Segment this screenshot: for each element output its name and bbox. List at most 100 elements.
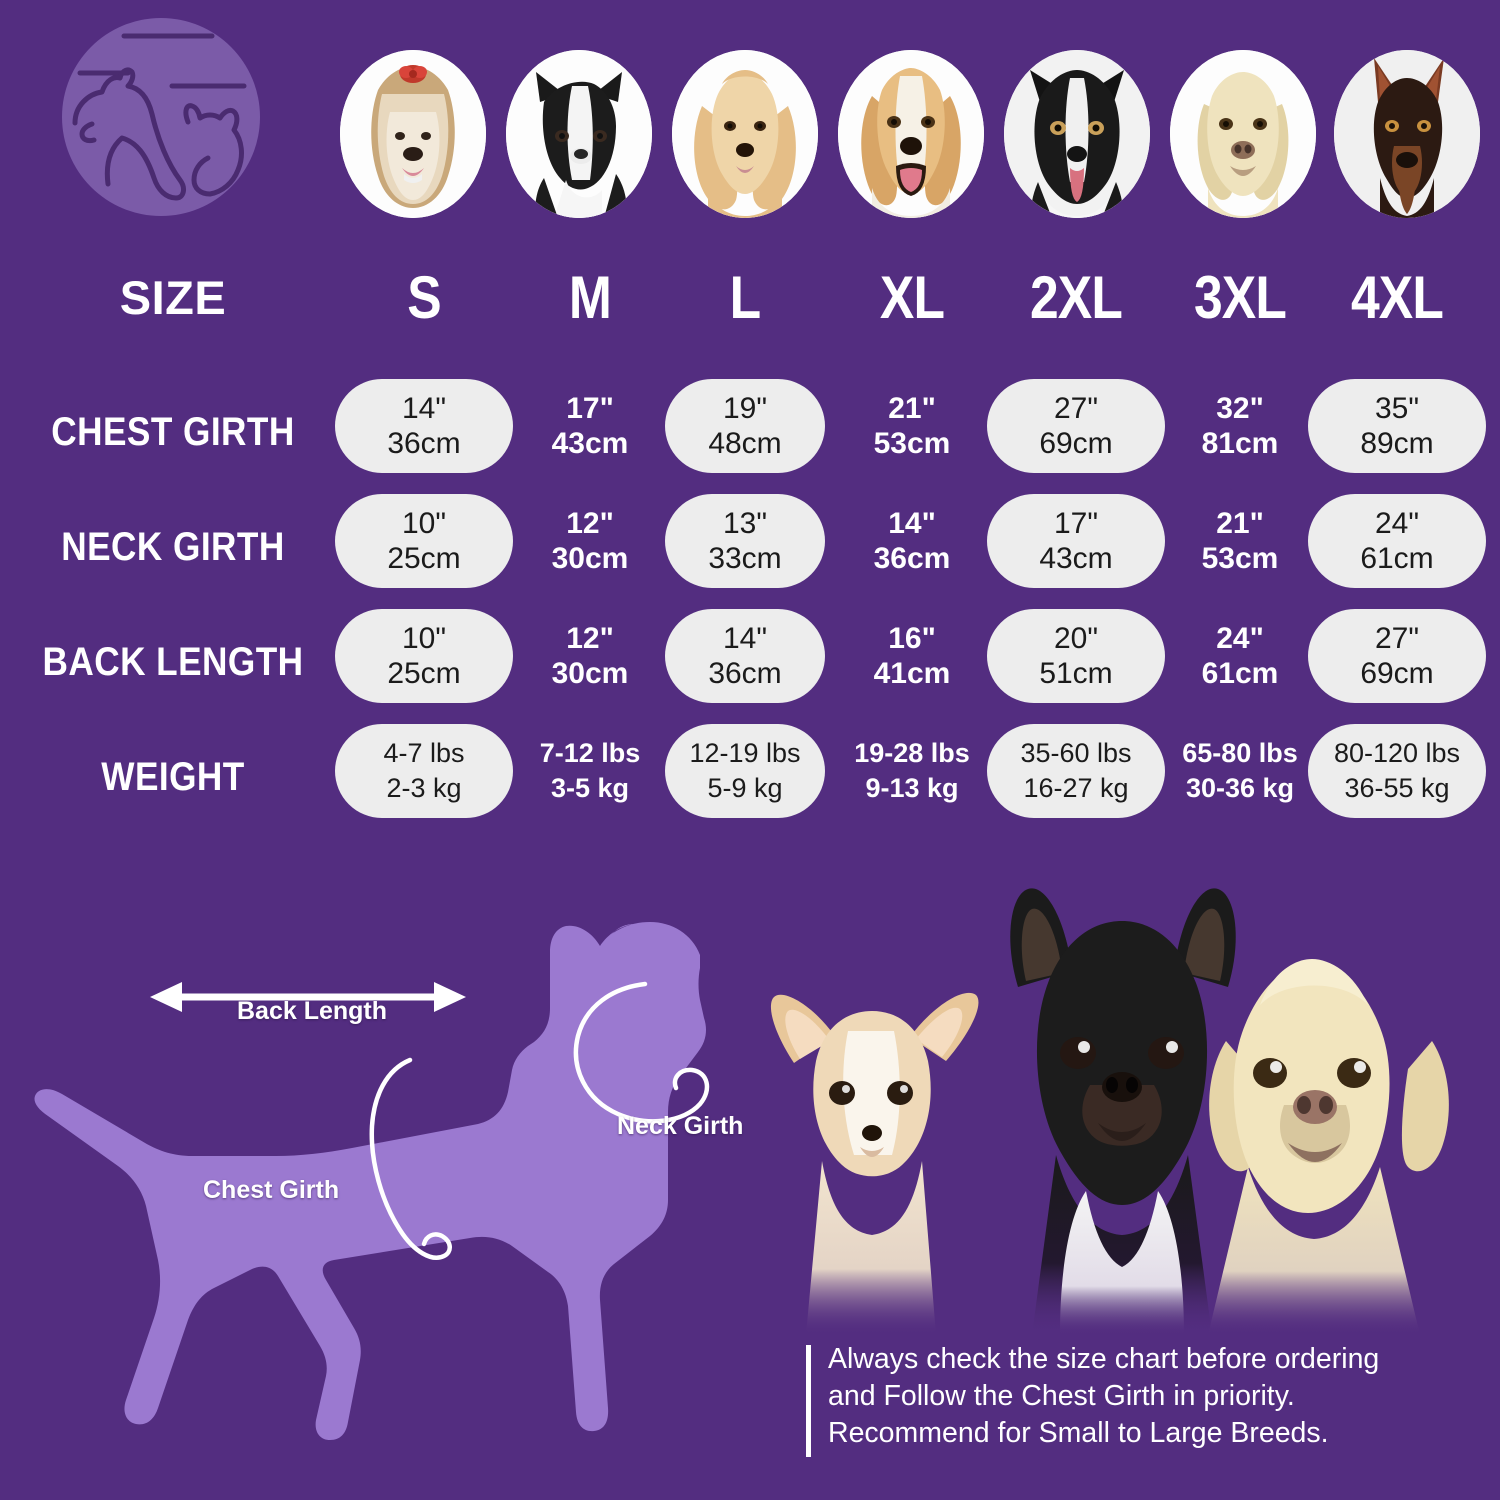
cell-value-inches: 21": [888, 392, 936, 425]
size-column-header-4xl: 4XL: [1350, 264, 1444, 331]
cell-value-inches: 19": [722, 392, 768, 425]
size-column-header-m: M: [568, 264, 612, 331]
cell-value-cm: 30cm: [551, 542, 629, 575]
cell-value-inches: 14": [401, 392, 447, 425]
table-corner-label: SIZE: [119, 271, 227, 324]
cell-xl-chest-girth: 21" 53cm: [837, 379, 987, 473]
size-column-header-3xl: 3XL: [1193, 264, 1287, 331]
cell-value-inches: 32": [1216, 392, 1264, 425]
cell-2xl-neck-girth: 17" 43cm: [987, 494, 1165, 588]
cell-xl-neck-girth: 14" 36cm: [837, 494, 987, 588]
row-label-neck-girth: NECK GIRTH: [61, 525, 285, 569]
cell-value-inches: 80-120 lbs: [1333, 738, 1461, 768]
cell-s-chest-girth: 14" 36cm: [335, 379, 513, 473]
cell-value-cm: 81cm: [1201, 427, 1279, 460]
cell-value-inches: 17": [1053, 507, 1099, 540]
note-line-2: and Follow the Chest Girth in priority.: [828, 1380, 1295, 1412]
cell-4xl-weight: 80-120 lbs 36-55 kg: [1308, 724, 1486, 818]
cell-value-cm: 3-5 kg: [550, 773, 630, 803]
cell-value-inches: 35": [1374, 392, 1420, 425]
cell-value-inches: 65-80 lbs: [1182, 738, 1298, 768]
cell-value-inches: 27": [1374, 622, 1420, 655]
size-column-header-l: L: [729, 264, 762, 331]
cell-value-inches: 4-7 lbs: [383, 738, 465, 768]
cell-value-inches: 35-60 lbs: [1020, 738, 1132, 768]
cell-xl-weight: 19-28 lbs 9-13 kg: [837, 724, 987, 818]
row-label-weight: WEIGHT: [101, 755, 245, 799]
cell-value-inches: 12": [566, 622, 614, 655]
cell-value-inches: 27": [1053, 392, 1099, 425]
cell-value-inches: 14": [722, 622, 768, 655]
cell-xl-back-length: 16" 41cm: [837, 609, 987, 703]
cell-value-inches: 24": [1374, 507, 1420, 540]
breed-photo-boston-terrier: [506, 50, 652, 218]
cell-value-cm: 61cm: [1201, 657, 1279, 690]
cell-value-cm: 9-13 kg: [865, 773, 959, 803]
cell-value-inches: 20": [1053, 622, 1099, 655]
header-banner: [0, 0, 1500, 240]
cell-2xl-back-length: 20" 51cm: [987, 609, 1165, 703]
photo-labrador-retriever: [1208, 959, 1449, 1335]
size-column-header-s: S: [407, 264, 441, 331]
cell-value-cm: 48cm: [708, 427, 782, 460]
photo-chihuahua: [770, 992, 979, 1335]
cell-3xl-chest-girth: 32" 81cm: [1165, 379, 1315, 473]
cell-value-cm: 61cm: [1360, 542, 1434, 575]
cell-value-inches: 10": [401, 507, 447, 540]
cell-value-cm: 36-55 kg: [1344, 773, 1450, 803]
cell-value-cm: 25cm: [387, 657, 461, 690]
cell-value-cm: 36cm: [387, 427, 461, 460]
note-line-1: Always check the size chart before order…: [828, 1343, 1380, 1375]
cell-value-cm: 43cm: [1039, 542, 1113, 575]
cell-value-inches: 17": [566, 392, 614, 425]
breed-photo-border-collie: [1004, 50, 1150, 218]
cell-value-cm: 69cm: [1039, 427, 1113, 460]
cell-3xl-neck-girth: 21" 53cm: [1165, 494, 1315, 588]
dog-cat-circle-logo-icon: [72, 33, 247, 201]
brand-logo: [62, 18, 260, 216]
cell-value-inches: 7-12 lbs: [539, 738, 641, 768]
cell-4xl-chest-girth: 35" 89cm: [1308, 379, 1486, 473]
cell-value-inches: 19-28 lbs: [854, 738, 970, 768]
breed-photo-doberman-pinscher: [1334, 50, 1480, 218]
dog-photo-trio: [760, 855, 1500, 1335]
breed-photo-labrador-retriever: [1170, 50, 1316, 218]
cell-value-inches: 12": [566, 507, 614, 540]
cell-value-cm: 69cm: [1360, 657, 1434, 690]
cell-value-cm: 33cm: [708, 542, 782, 575]
double-arrow-icon: [150, 982, 466, 1012]
cell-3xl-back-length: 24" 61cm: [1165, 609, 1315, 703]
cell-m-chest-girth: 17" 43cm: [515, 379, 665, 473]
cell-value-cm: 2-3 kg: [386, 773, 462, 803]
breed-photo-shih-tzu: [340, 50, 486, 218]
cell-s-neck-girth: 10" 25cm: [335, 494, 513, 588]
breed-photo-cocker-spaniel: [672, 50, 818, 218]
photo-french-bulldog: [1010, 888, 1236, 1335]
cell-value-inches: 24": [1216, 622, 1264, 655]
row-label-back-length: BACK LENGTH: [42, 640, 304, 684]
cell-value-cm: 36cm: [873, 542, 951, 575]
breed-photo-beagle: [838, 50, 984, 218]
cell-value-cm: 41cm: [873, 657, 951, 690]
size-chart-table: SIZE S M L XL 2XL 3XL 4XL CHEST GIRTH 14" 36cm 17" 4…: [0, 248, 1500, 828]
cell-2xl-chest-girth: 27" 69cm: [987, 379, 1165, 473]
cell-m-back-length: 12" 30cm: [515, 609, 665, 703]
breed-photo-strip: [340, 50, 1480, 220]
cell-value-inches: 21": [1216, 507, 1264, 540]
cell-value-cm: 51cm: [1039, 657, 1113, 690]
cell-3xl-weight: 65-80 lbs 30-36 kg: [1165, 724, 1315, 818]
measurement-diagram: [0, 860, 790, 1460]
cell-2xl-weight: 35-60 lbs 16-27 kg: [987, 724, 1165, 818]
cell-value-cm: 43cm: [551, 427, 629, 460]
cell-4xl-neck-girth: 24" 61cm: [1308, 494, 1486, 588]
cell-value-inches: 13": [722, 507, 768, 540]
cell-value-cm: 30cm: [551, 657, 629, 690]
note-accent-bar: [806, 1345, 811, 1457]
row-label-chest-girth: CHEST GIRTH: [51, 410, 295, 454]
cell-l-weight: 12-19 lbs 5-9 kg: [665, 724, 825, 818]
cell-l-neck-girth: 13" 33cm: [665, 494, 825, 588]
diagram-label-back-length: Back Length: [237, 997, 388, 1025]
cell-value-cm: 30-36 kg: [1185, 773, 1295, 803]
note-line-3: Recommend for Small to Large Breeds.: [828, 1417, 1329, 1449]
cell-value-inches: 14": [888, 507, 936, 540]
